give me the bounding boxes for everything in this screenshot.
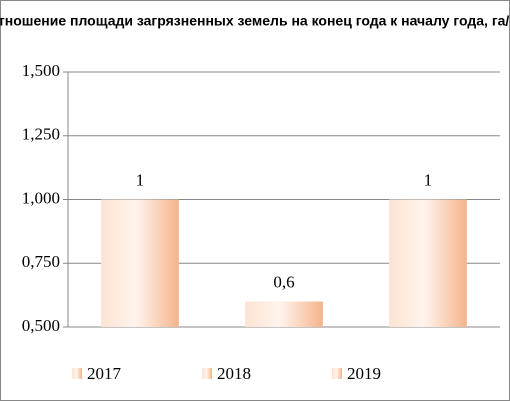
value-label: 0,6	[273, 272, 294, 291]
bar	[389, 199, 467, 327]
y-tick-label: 1,250	[22, 125, 60, 144]
y-tick-label: 1,000	[22, 188, 60, 207]
legend-swatch	[332, 368, 342, 379]
y-tick-label: 0,500	[22, 316, 60, 335]
bar	[101, 199, 179, 327]
legend-swatch	[202, 368, 212, 379]
legend-label: 2019	[347, 364, 381, 383]
bar	[245, 301, 323, 327]
legend-label: 2018	[217, 364, 251, 383]
value-label: 1	[136, 170, 145, 189]
chart-title: Отношение площади загрязненных земель на…	[0, 13, 510, 29]
legend-swatch	[72, 368, 82, 379]
y-tick-label: 1,500	[22, 61, 60, 80]
y-tick-label: 0,750	[22, 252, 60, 271]
legend-label: 2017	[87, 364, 122, 383]
value-label: 1	[424, 170, 433, 189]
